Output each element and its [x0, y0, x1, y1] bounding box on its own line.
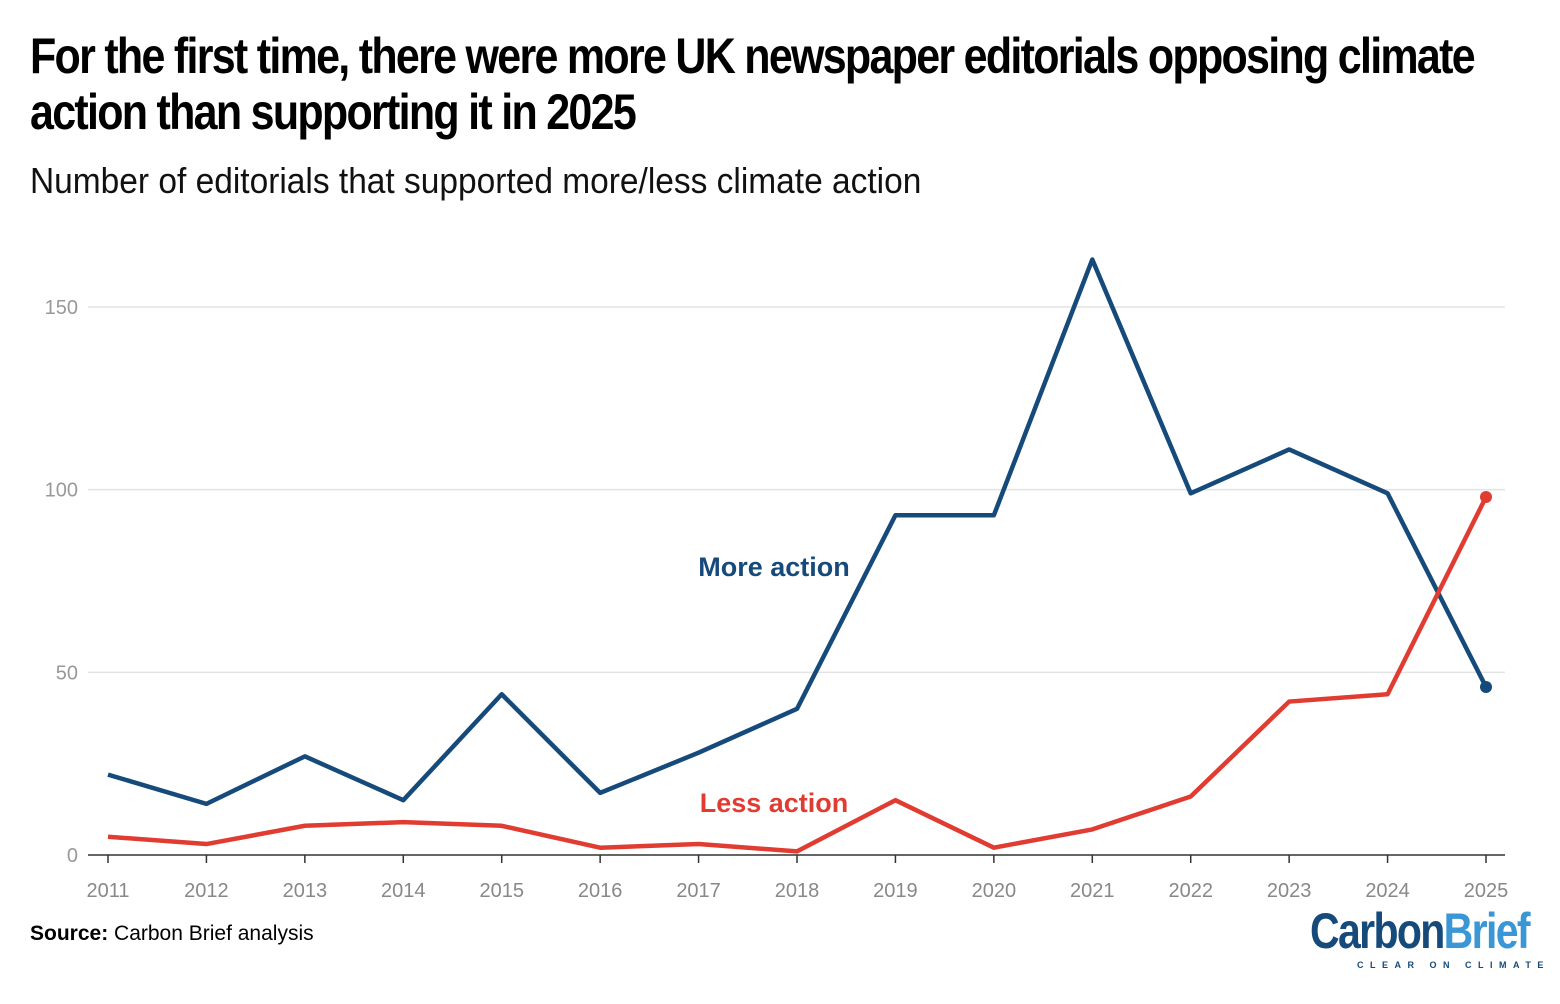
- x-tick-label: 2021: [1070, 880, 1115, 902]
- x-tick-label: 2011: [86, 880, 129, 902]
- y-tick-label: 150: [45, 297, 78, 319]
- x-tick-label: 2023: [1267, 880, 1312, 902]
- x-tick-label: 2020: [972, 880, 1017, 902]
- series-label: More action: [698, 552, 850, 582]
- x-tick-label: 2016: [578, 880, 623, 902]
- chart-subtitle: Number of editorials that supported more…: [30, 160, 922, 201]
- x-tick-label: 2015: [479, 880, 524, 902]
- x-tick-label: 2012: [184, 880, 229, 902]
- logo-part2: Brief: [1443, 903, 1531, 959]
- x-tick-label: 2013: [283, 880, 328, 902]
- x-tick-label: 2014: [381, 880, 426, 902]
- x-tick-label: 2018: [775, 880, 820, 902]
- chart-title: For the first time, there were more UK n…: [30, 28, 1476, 140]
- source-text: Carbon Brief analysis: [114, 922, 314, 945]
- end-point-marker: [1480, 490, 1492, 503]
- y-tick-label: 100: [45, 480, 78, 502]
- logo-part1: Carbon: [1310, 903, 1445, 959]
- carbon-brief-logo: CarbonBrief CLEAR ON CLIMATE: [1310, 903, 1560, 970]
- y-tick-label: 0: [67, 845, 78, 867]
- logo-tagline: CLEAR ON CLIMATE: [1357, 960, 1550, 970]
- y-tick-label: 50: [56, 662, 78, 684]
- x-tick-label: 2019: [873, 880, 918, 902]
- x-tick-label: 2024: [1365, 880, 1410, 902]
- x-tick-label: 2025: [1464, 880, 1509, 902]
- source-note: Source: Carbon Brief analysis: [30, 922, 314, 946]
- end-point-marker: [1480, 680, 1492, 693]
- x-tick-label: 2017: [676, 880, 721, 902]
- x-tick-label: 2022: [1168, 880, 1213, 902]
- series-line-more-action: [107, 257, 1489, 807]
- series-label: Less action: [700, 788, 849, 818]
- source-label: Source:: [30, 922, 109, 945]
- series-line-less-action: [107, 495, 1489, 854]
